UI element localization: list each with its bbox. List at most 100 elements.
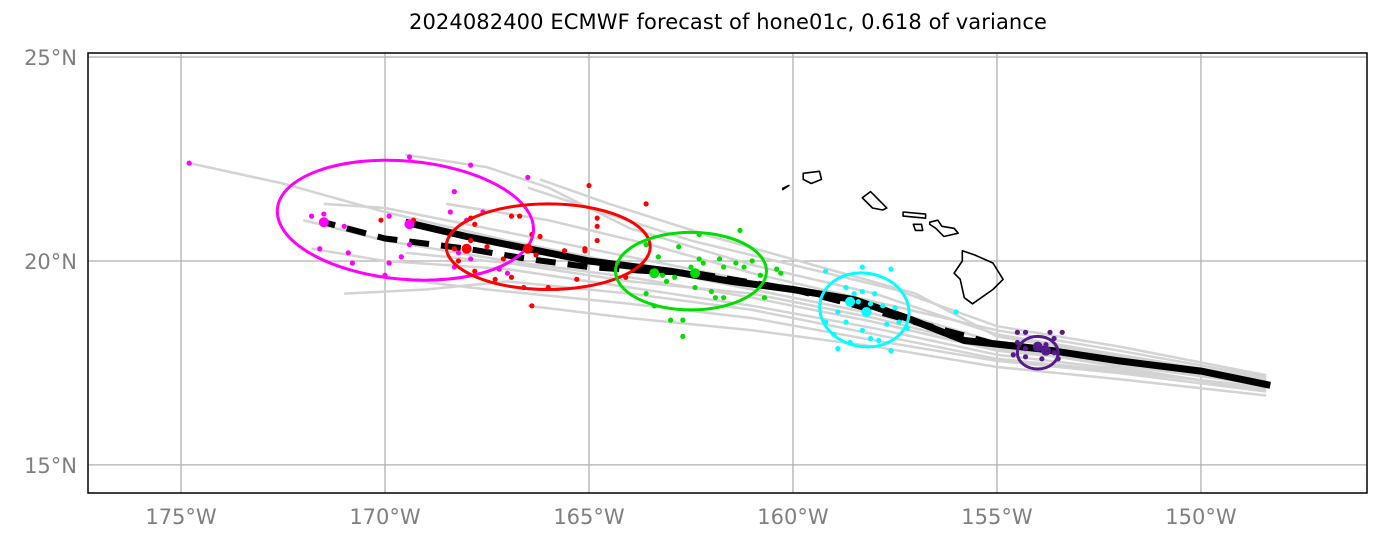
member-point: [859, 288, 865, 295]
member-point: [1047, 329, 1053, 335]
cluster-mean-point: [1032, 341, 1043, 352]
member-point: [733, 260, 739, 266]
member-point: [835, 346, 841, 352]
ensemble-track: [446, 202, 1267, 379]
cluster-mean-point: [690, 268, 701, 279]
member-point: [761, 295, 768, 301]
member-point: [378, 217, 384, 223]
member-point: [1039, 356, 1045, 362]
member-point: [500, 256, 506, 262]
member-point: [533, 252, 539, 258]
member-point: [680, 333, 686, 340]
member-point: [317, 246, 323, 252]
cluster-mean-point: [649, 268, 660, 279]
member-point: [692, 284, 698, 291]
member-point: [468, 237, 474, 244]
member-point: [1022, 346, 1029, 352]
y-tick-label: 25°N: [24, 46, 77, 70]
cluster-mean-point: [522, 243, 533, 254]
member-point: [721, 295, 727, 301]
member-point: [468, 256, 474, 262]
cluster-mean-point: [861, 306, 872, 317]
ellipse-cyan: [818, 271, 911, 349]
member-point: [835, 309, 841, 315]
ensemble-track: [405, 251, 1267, 387]
member-point: [582, 248, 588, 254]
member-point: [843, 319, 849, 325]
member-point: [451, 189, 457, 195]
member-point: [680, 317, 686, 323]
member-point: [455, 258, 462, 264]
member-point: [508, 213, 515, 219]
x-tick-label: 160°W: [757, 505, 829, 529]
x-tick-label: 150°W: [1165, 505, 1237, 529]
member-point: [688, 264, 694, 270]
member-point: [737, 227, 743, 233]
cluster-mean-point: [404, 219, 415, 230]
coastline-oahu: [861, 190, 888, 211]
member-point: [472, 221, 478, 227]
member-point: [888, 266, 894, 272]
member-point: [321, 211, 327, 217]
member-point: [896, 319, 902, 325]
member-point: [663, 278, 670, 284]
member-point: [716, 256, 723, 262]
member-point: [561, 248, 568, 254]
member-point: [525, 174, 531, 180]
member-point: [537, 233, 543, 240]
member-point: [1014, 329, 1020, 335]
coastline-niihau: [781, 184, 790, 191]
member-point: [859, 327, 865, 333]
member-point: [517, 213, 523, 219]
member-point: [851, 290, 857, 297]
ensemble-track: [384, 276, 1267, 393]
x-tick-label: 170°W: [349, 505, 421, 529]
member-point: [308, 213, 315, 219]
member-point: [186, 160, 192, 166]
member-point: [386, 213, 392, 219]
member-point: [867, 335, 874, 342]
x-tick-label: 165°W: [553, 505, 625, 529]
member-point: [594, 223, 600, 229]
member-point: [953, 309, 959, 315]
member-point: [398, 254, 404, 260]
member-point: [708, 288, 714, 295]
member-point: [1010, 352, 1016, 358]
ensemble-track: [344, 280, 1267, 389]
member-point: [643, 242, 649, 248]
member-point: [345, 250, 351, 256]
member-point: [447, 209, 453, 215]
member-point: [455, 250, 462, 256]
member-point: [676, 244, 682, 250]
member-point: [341, 223, 347, 229]
member-point: [741, 264, 747, 270]
plot-frame: [87, 52, 1368, 494]
member-point: [859, 264, 865, 270]
member-point: [1051, 350, 1057, 356]
member-point: [468, 162, 474, 168]
y-tick-label: 20°N: [24, 250, 77, 274]
x-axis-ticks: 175°W 170°W 165°W 160°W 155°W 150°W: [145, 505, 1237, 529]
member-point: [1014, 339, 1020, 346]
ensemble-track: [405, 153, 1267, 381]
cluster-mean-point: [318, 217, 329, 228]
member-point: [643, 201, 649, 207]
member-point: [451, 246, 457, 252]
member-point: [504, 270, 510, 276]
member-point: [888, 348, 894, 354]
cluster-mean-point: [845, 296, 856, 307]
cluster-means: [318, 217, 1051, 356]
ellipse-red: [444, 202, 652, 292]
uncertainty-ellipses: [275, 158, 1060, 371]
member-point: [876, 337, 882, 344]
member-point: [778, 270, 784, 276]
member-point: [672, 274, 678, 280]
member-point: [594, 215, 600, 221]
coastline-hawaii: [953, 250, 1004, 305]
member-point: [757, 272, 763, 278]
member-point: [749, 258, 755, 264]
coastline-maui: [928, 219, 960, 238]
member-point: [867, 301, 874, 307]
member-point: [855, 299, 861, 305]
